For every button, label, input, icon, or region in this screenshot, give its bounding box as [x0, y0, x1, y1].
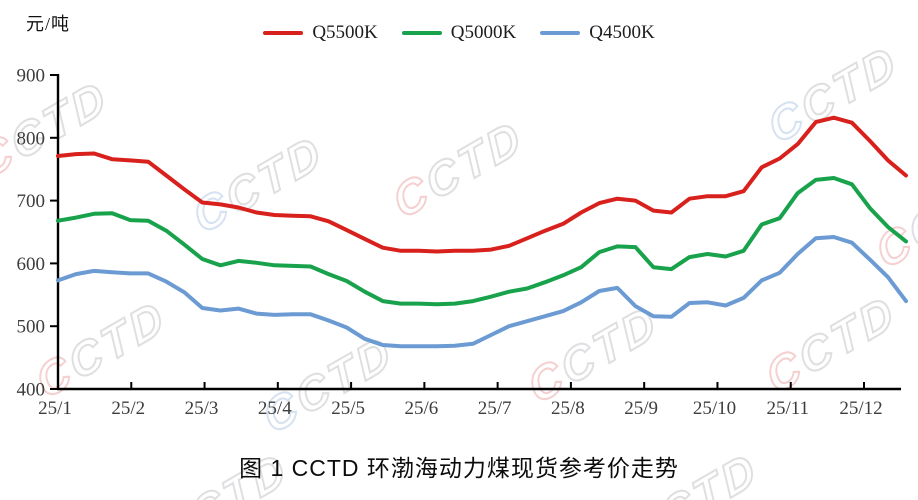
series-line-q5000k [56, 176, 908, 307]
y-tick-label: 800 [17, 128, 46, 149]
legend-item-q5000k: Q5000K [401, 22, 517, 44]
chart-legend: Q5500K Q5000K Q4500K [0, 22, 918, 44]
series-line-q5500k [56, 115, 908, 254]
x-tick-label: 25/7 [478, 398, 512, 419]
y-tick-label: 700 [17, 191, 46, 212]
legend-label: Q5000K [450, 22, 517, 43]
y-tick-label: 900 [17, 66, 46, 87]
x-tick-label: 25/5 [331, 398, 365, 419]
x-tick-label: 25/3 [185, 398, 219, 419]
legend-line-swatch-red [263, 31, 304, 35]
x-tick-label: 25/10 [693, 398, 736, 419]
watermark-letter: C [619, 493, 675, 500]
legend-item-q4500k: Q4500K [540, 22, 655, 44]
series-line-q4500k [56, 235, 908, 349]
legend-label: Q4500K [589, 22, 655, 43]
watermark-letter: C [149, 493, 205, 500]
y-tick-label: 400 [17, 380, 46, 401]
x-tick-label: 25/6 [404, 398, 438, 419]
x-tick-label: 25/2 [111, 398, 145, 419]
y-tick-label: 500 [17, 317, 46, 338]
chart-caption: 图 1 CCTD 环渤海动力煤现货参考价走势 [239, 455, 679, 481]
x-tick-label: 25/4 [258, 398, 292, 419]
legend-item-q5500k: Q5500K [263, 22, 378, 44]
legend-label: Q5500K [312, 22, 378, 43]
x-tick-label: 25/1 [38, 398, 72, 419]
legend-line-swatch-blue [540, 31, 581, 35]
x-tick-label: 25/8 [551, 398, 585, 419]
legend-line-swatch-green [401, 31, 442, 35]
x-tick-label: 25/12 [839, 398, 882, 419]
y-tick-label: 600 [17, 254, 46, 275]
x-tick-label: 25/11 [766, 398, 809, 419]
x-tick-label: 25/9 [624, 398, 658, 419]
y-axis-unit-label: 元/吨 [26, 14, 71, 34]
